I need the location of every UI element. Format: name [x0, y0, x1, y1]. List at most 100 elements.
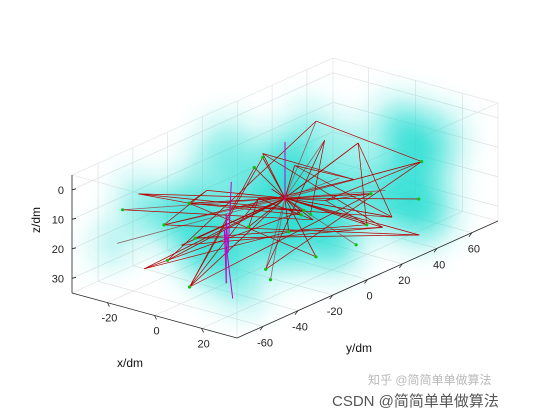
y-tick [329, 294, 334, 300]
path-segment [284, 197, 393, 218]
y-tick [468, 232, 473, 237]
grid-line [71, 72, 334, 191]
path-segment [284, 120, 317, 199]
path-segment [163, 224, 420, 236]
path-segment [284, 190, 386, 199]
path-segment [144, 197, 286, 270]
endpoint-marker [247, 225, 251, 229]
z-tick-label: 30 [52, 273, 64, 285]
y-axis-label: y/dm [346, 341, 372, 355]
path-segment [265, 140, 325, 270]
z-tick [71, 188, 77, 191]
endpoint-marker [420, 160, 424, 164]
y-tick-label: 60 [468, 244, 480, 256]
endpoint-marker [302, 208, 306, 213]
path-segment [325, 193, 371, 201]
cloud-blob [221, 267, 264, 310]
path-segment [262, 153, 354, 180]
path-segment [284, 197, 317, 257]
path-segment [248, 198, 259, 227]
endpoint-marker [354, 243, 358, 247]
endpoint-marker [365, 223, 369, 227]
z-tick-label: 0 [58, 185, 64, 197]
endpoint-marker [264, 267, 268, 271]
y-tick-label: 20 [398, 275, 410, 287]
cloud-blob [121, 190, 165, 235]
path-segment-alt [225, 213, 229, 253]
endpoint-marker [308, 212, 312, 216]
paths-layer [116, 120, 424, 299]
watermark-zhihu: 知乎 @简简单单做算法 [368, 372, 492, 387]
endpoint-marker [314, 255, 318, 259]
path-segment [258, 198, 314, 221]
y-tick-label: -60 [257, 337, 273, 349]
cloud-blob [378, 173, 431, 226]
y-tick-label: -20 [327, 306, 343, 318]
path-segment [288, 226, 383, 233]
path-segment [294, 165, 354, 180]
path-segment [195, 234, 420, 239]
box-edge [71, 57, 334, 176]
path-segment [284, 165, 295, 199]
endpoint-marker [187, 285, 192, 289]
path-segment [189, 202, 302, 216]
cloud-blob [95, 228, 130, 262]
grid-line [332, 72, 499, 119]
x-tick-label: -20 [101, 313, 117, 325]
z-axis-label: z/dm [29, 207, 43, 233]
path-segment [325, 161, 422, 201]
cloud-blob [293, 105, 326, 139]
endpoint-marker [193, 236, 197, 240]
path-segment [189, 193, 371, 204]
path-segment [284, 197, 326, 201]
path-segment [189, 197, 286, 288]
endpoint-marker [299, 213, 303, 217]
y-tick [433, 248, 438, 253]
path-segment [195, 224, 367, 239]
path-segment [189, 202, 304, 211]
path-segment [262, 153, 286, 199]
path-segment [357, 142, 393, 218]
path-segment [284, 197, 419, 200]
path-segment [254, 167, 286, 199]
endpoint-marker [187, 201, 191, 205]
y-tick-label: 40 [433, 259, 445, 271]
path-segment [181, 226, 383, 246]
path-segment [315, 120, 422, 162]
path-segment [206, 190, 286, 199]
watermark-csdn: CSDN @简简单单做算法 [332, 392, 499, 410]
endpoint-marker [121, 208, 125, 212]
path-segment [188, 202, 317, 258]
axes-layer: 0 10 20 30 -20 0 20 -60 -40 -20 0 20 40 60 [52, 175, 499, 350]
labels-layer: x/dm y/dm z/dm [29, 207, 372, 370]
endpoint-marker [287, 230, 291, 234]
path-segment [238, 197, 286, 208]
path-segment [163, 190, 208, 226]
path-segment [284, 177, 340, 199]
endpoint-marker [261, 155, 265, 160]
cloud-blob [263, 131, 302, 170]
z-tick [71, 217, 77, 220]
z-tick [71, 276, 77, 279]
cloud-blob [410, 110, 461, 162]
x-axis-label: x/dm [117, 356, 143, 370]
cloud-blob [216, 161, 245, 190]
path-segment [138, 193, 304, 211]
path-segment [325, 200, 367, 226]
endpoint-marker [369, 192, 373, 196]
path-segment [188, 190, 208, 204]
x-tick [201, 328, 204, 333]
x-tick [107, 302, 110, 307]
path-segment [284, 197, 290, 232]
path-segment [144, 210, 304, 270]
y-tick [259, 326, 264, 331]
y-tick [398, 263, 403, 269]
path-segment [122, 209, 314, 221]
endpoint-marker [252, 165, 256, 170]
grid-line [98, 281, 264, 327]
z-tick-label: 10 [52, 214, 64, 226]
y-tick-label: 0 [366, 291, 372, 303]
path-segment-alt [227, 181, 232, 253]
